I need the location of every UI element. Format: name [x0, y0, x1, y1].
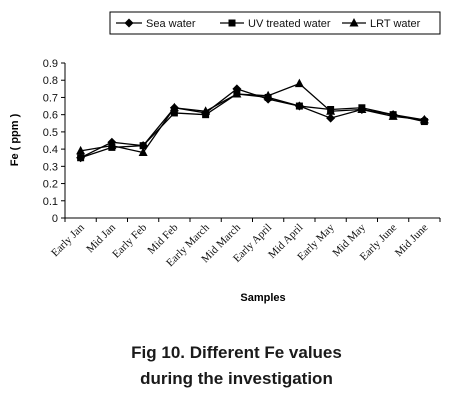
data-point — [294, 78, 304, 88]
y-tick-label: 0.5 — [43, 127, 58, 139]
series-layer — [76, 78, 429, 163]
legend-entry: UV treated water — [220, 18, 331, 30]
legend-entry: Sea water — [116, 18, 196, 30]
legend-marker — [228, 19, 236, 27]
y-tick-label: 0.1 — [43, 196, 58, 208]
data-point — [232, 89, 242, 98]
series-line — [80, 93, 425, 159]
data-point — [201, 106, 211, 115]
data-point — [76, 145, 86, 155]
y-tick-label: 0.3 — [43, 161, 58, 173]
data-point — [357, 104, 367, 113]
y-axis-label: Fe ( ppm ) — [9, 113, 21, 166]
data-point — [169, 102, 179, 112]
series-line — [80, 88, 425, 159]
data-point — [263, 90, 273, 100]
legend-marker — [349, 18, 359, 27]
y-tick-label: 0.6 — [43, 110, 58, 122]
y-tick-label: 0.9 — [43, 58, 58, 70]
legend-marker — [124, 18, 134, 28]
y-tick-label: 0.2 — [43, 179, 58, 191]
y-tick-label: 0 — [52, 213, 58, 225]
legend-label: LRT water — [370, 18, 421, 30]
data-point — [388, 111, 398, 120]
legend-label: Sea water — [146, 18, 196, 30]
data-point — [170, 109, 178, 117]
x-tick-label: Mid June — [393, 222, 431, 260]
x-axis-label: Samples — [240, 292, 285, 304]
data-point — [295, 102, 303, 110]
legend: Sea water UV treated water LRT water — [109, 11, 441, 35]
y-tick-label: 0.4 — [43, 144, 58, 156]
data-point — [77, 154, 85, 162]
legend-entry: LRT water — [342, 18, 421, 30]
caption-line-2: during the investigation — [140, 369, 333, 388]
data-point — [419, 114, 429, 124]
y-tick-label: 0.7 — [43, 92, 58, 104]
data-point — [139, 142, 147, 150]
caption-line-1: Fig 10. Different Fe values — [131, 343, 342, 362]
series-1 — [77, 90, 428, 162]
data-point — [326, 113, 336, 123]
x-tick-label: Early Jan — [49, 221, 87, 259]
y-tick-label: 0.8 — [43, 75, 58, 87]
figure-caption: Fig 10. Different Fe values during the i… — [0, 340, 473, 392]
chart: Sea water UV treated water LRT water 0 0.1 0… — [9, 11, 441, 304]
series-2 — [76, 78, 429, 157]
legend-label: UV treated water — [248, 18, 331, 30]
data-point — [326, 106, 336, 115]
series-line — [80, 82, 425, 154]
x-tick-label: Early Feb — [110, 221, 149, 260]
data-point — [138, 147, 148, 157]
legend-box — [109, 11, 441, 35]
data-point — [107, 140, 117, 150]
